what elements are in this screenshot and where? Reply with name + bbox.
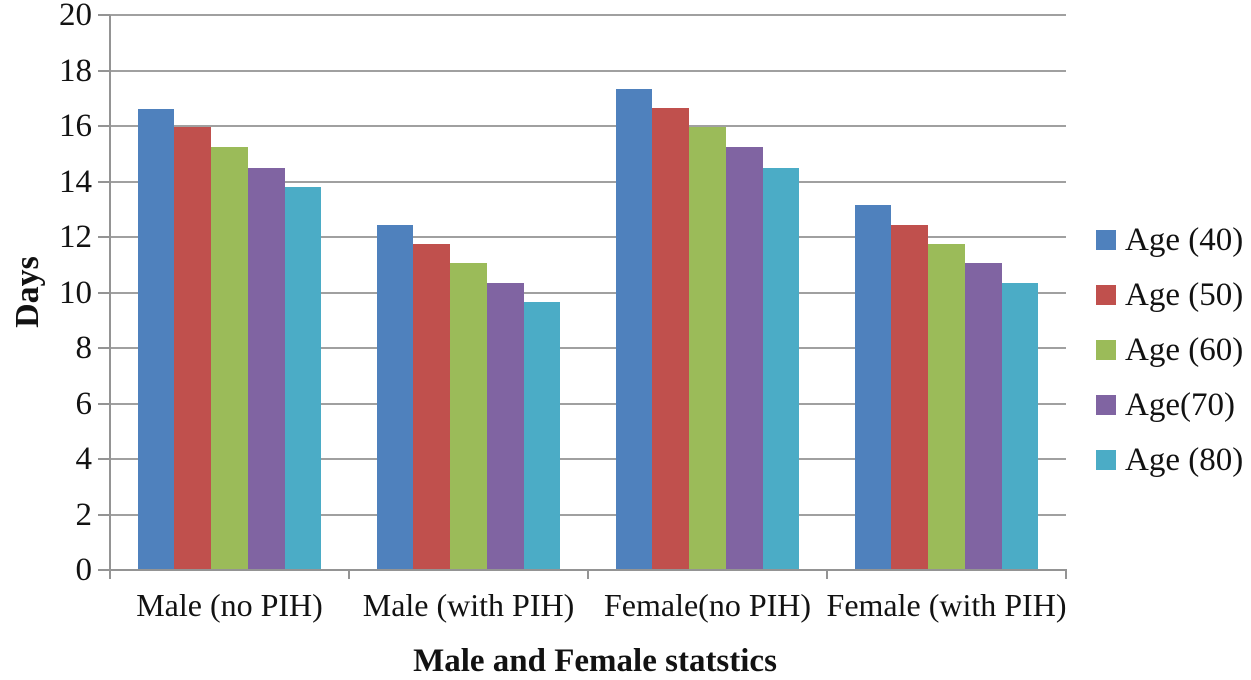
y-axis-tick <box>98 569 110 571</box>
bar-Age50-cat2 <box>652 107 690 570</box>
legend-item: Age (60) <box>1096 330 1243 370</box>
y-axis-tick <box>98 236 110 238</box>
bar-Age70-cat3 <box>964 263 1002 570</box>
y-axis-tick <box>98 402 110 405</box>
y-tick-label: 6 <box>75 385 93 422</box>
x-category-label: Male (with PIH) <box>362 587 575 623</box>
y-tick-label: 12 <box>59 219 92 255</box>
x-axis-tick <box>826 570 828 579</box>
x-axis-tick <box>587 570 589 579</box>
bar-Age60-cat2 <box>689 127 726 570</box>
gridline <box>110 291 1066 294</box>
y-tick-label: 16 <box>59 108 92 144</box>
gridline <box>110 402 1066 405</box>
legend: Age (40) Age (50) Age (60) Age(70) Age (80) <box>1096 220 1243 495</box>
legend-swatch-icon <box>1096 230 1116 250</box>
bar-Age80-cat3 <box>1001 282 1039 570</box>
y-tick-label: 4 <box>75 441 93 477</box>
x-category-label: Female(no PIH) <box>603 587 812 623</box>
gridline <box>110 513 1066 516</box>
bar-Age60-cat1 <box>450 263 487 570</box>
bar-Age60-cat0 <box>211 146 248 570</box>
bar-Age70-cat0 <box>247 167 285 570</box>
bar-Age80-cat1 <box>523 302 561 570</box>
legend-item: Age (50) <box>1096 275 1243 315</box>
y-axis-line <box>109 15 111 572</box>
gridline <box>110 236 1066 238</box>
legend-label: Age (80) <box>1125 442 1244 478</box>
legend-item: Age (40) <box>1096 220 1243 260</box>
legend-label: Age (40) <box>1125 222 1244 258</box>
legend-label: Age (60) <box>1125 332 1244 368</box>
gridline <box>110 69 1066 72</box>
y-axis-tick <box>98 69 110 72</box>
gridline <box>110 125 1066 127</box>
bar-Age40-cat1 <box>376 224 414 570</box>
bar-Age50-cat3 <box>891 224 929 570</box>
gridline <box>110 14 1066 16</box>
bar-Age50-cat0 <box>174 127 212 570</box>
x-axis-tick <box>348 570 350 579</box>
legend-label: Age(70) <box>1125 387 1235 423</box>
y-tick-label: 18 <box>59 52 92 89</box>
bar-Age80-cat2 <box>762 167 800 570</box>
y-tick-label: 20 <box>59 0 92 33</box>
x-axis-tick <box>109 570 111 579</box>
y-axis-tick <box>98 180 110 183</box>
y-axis-tick <box>98 347 110 349</box>
bar-Age70-cat1 <box>486 282 524 570</box>
legend-swatch-icon <box>1096 285 1116 305</box>
legend-label: Age (50) <box>1125 277 1244 313</box>
bar-Age40-cat0 <box>137 109 175 570</box>
x-axis-tick <box>1065 570 1067 579</box>
legend-item: Age(70) <box>1096 385 1243 425</box>
y-tick-label: 2 <box>75 496 93 533</box>
y-tick-label: 10 <box>59 274 92 311</box>
legend-item: Age (80) <box>1096 440 1243 480</box>
x-category-label: Male (no PIH) <box>136 587 323 623</box>
y-axis-tick <box>98 14 110 16</box>
y-axis-tick <box>98 458 110 460</box>
bar-Age40-cat3 <box>854 205 892 570</box>
bar-Age40-cat2 <box>615 88 653 570</box>
y-axis-tick <box>98 513 110 516</box>
plot-area <box>110 14 1066 570</box>
gridline <box>110 347 1066 349</box>
x-axis-title: Male and Female statstics <box>413 643 777 679</box>
bar-Age50-cat1 <box>413 243 451 570</box>
bar-Age70-cat2 <box>725 146 763 570</box>
legend-swatch-icon <box>1096 395 1116 415</box>
y-axis-tick <box>98 125 110 127</box>
y-tick-label: 14 <box>59 163 92 200</box>
y-axis-tick <box>98 291 110 294</box>
bar-Age80-cat0 <box>284 187 322 570</box>
gridline <box>110 458 1066 460</box>
y-tick-label: 0 <box>75 552 93 588</box>
bar-Age60-cat3 <box>928 243 965 570</box>
legend-swatch-icon <box>1096 340 1116 360</box>
y-tick-label: 8 <box>75 330 93 366</box>
x-category-label: Female (with PIH) <box>826 587 1067 623</box>
gridline <box>110 180 1066 183</box>
legend-swatch-icon <box>1096 450 1116 470</box>
